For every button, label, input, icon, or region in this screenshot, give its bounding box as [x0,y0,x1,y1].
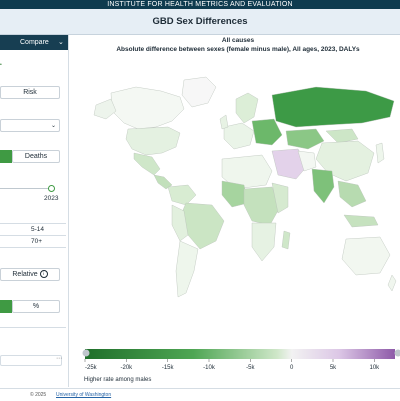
sidebar-divider [0,327,66,328]
age-grid-divider [0,235,66,236]
info-icon: i [40,270,48,278]
app-title: GBD Sex Differences [0,9,400,34]
legend-tick-label: -5k [246,365,255,371]
legend-color-scale [85,349,395,359]
age-option-70-plus[interactable]: 70+ [31,238,42,245]
deaths-button[interactable]: Deaths [12,150,60,163]
legend-tick-label: -20k [120,365,133,371]
footer-university-link[interactable]: University of Washington [56,389,111,401]
age-grid-divider [0,223,66,224]
legend-tick-label: -15k [162,365,175,371]
legend-tick-label: -25k [85,365,98,371]
percent-button[interactable]: % [12,300,60,313]
region-western-europe[interactable] [224,123,254,149]
country-russia[interactable] [272,87,394,127]
country-uk[interactable] [220,115,228,129]
sidebar-input[interactable] [0,355,62,366]
relative-label: Relative [12,271,37,278]
age-option-5-14[interactable]: 5-14 [31,226,44,233]
footer-copyright: © 2025 [30,389,46,401]
more-icon[interactable]: ⋯ [56,355,62,362]
country-australia[interactable] [342,237,390,275]
risk-button[interactable]: Risk [0,86,60,99]
legend-tick-label: 0 [290,365,294,371]
legend-tick-label: 5k [330,365,337,371]
measure-selected-segment[interactable] [0,150,12,163]
compare-label: Compare [20,35,49,50]
chevron-down-icon: ⌄ [58,35,64,50]
legend-caption: Higher rate among males [84,377,151,383]
chevron-down-icon: ⌄ [51,123,59,129]
country-mexico[interactable] [134,153,160,175]
region-southern-africa[interactable] [252,223,276,261]
region-scandinavia[interactable] [236,93,258,123]
country-mongolia[interactable] [326,129,358,143]
region-eastern-europe[interactable] [252,119,282,145]
country-indonesia[interactable] [344,215,378,227]
country-usa[interactable] [126,127,180,155]
sidebar-section-marker: • [0,62,2,68]
year-slider-handle[interactable] [48,185,55,192]
app-title-bar: GBD Sex Differences [0,9,400,35]
legend: -25k -20k -15k -10k -5k 0 5k 10k [85,349,395,371]
region-southeast-asia[interactable] [338,181,366,207]
world-map[interactable]: -25k -20k -15k -10k -5k 0 5k 10k Higher rate am… [76,35,400,387]
country-india[interactable] [312,169,334,203]
legend-handle-left[interactable] [83,350,90,357]
legend-tick-label: -10k [203,365,216,371]
country-new-zealand[interactable] [388,275,396,291]
country-canada[interactable] [111,87,184,129]
footer: © 2025 University of Washington [0,388,400,401]
legend-tick-label: 10k [369,365,380,371]
relative-toggle[interactable]: Relative i [0,268,60,281]
country-kazakhstan[interactable] [286,129,324,149]
cause-select[interactable]: ⌄ [0,119,60,132]
year-value: 2023 [44,195,58,202]
country-argentina-chile[interactable] [176,241,198,297]
percent-selected-segment[interactable] [0,300,12,313]
country-greenland[interactable] [182,77,216,107]
compare-dropdown[interactable]: Compare ⌄ [0,35,68,50]
country-madagascar[interactable] [282,231,290,249]
age-grid-divider [0,247,66,248]
country-japan[interactable] [376,143,384,163]
org-header: INSTITUTE FOR HEALTH METRICS AND EVALUAT… [0,0,400,9]
sidebar: Compare ⌄ • Risk ⌄ Deaths 2023 5-14 70+ … [0,35,69,387]
year-slider-track[interactable] [0,188,50,189]
legend-handle-right[interactable] [395,350,400,357]
country-venezuela-colombia[interactable] [168,185,196,205]
